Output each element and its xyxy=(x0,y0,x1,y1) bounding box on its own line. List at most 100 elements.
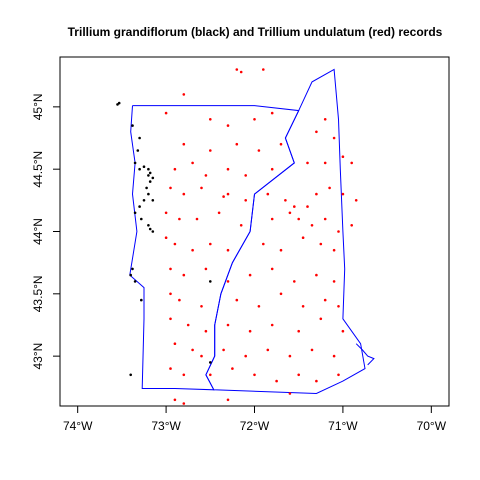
chart-title: Trillium grandiflorum (black) and Trilli… xyxy=(68,25,443,39)
record-point xyxy=(235,142,239,146)
record-point xyxy=(209,149,212,152)
record-point xyxy=(182,192,186,196)
record-point xyxy=(131,124,134,127)
x-axis: 74°W 73°W 72°W 71°W 70°W xyxy=(63,406,447,433)
record-point xyxy=(164,111,168,115)
record-point xyxy=(244,199,247,202)
record-point xyxy=(288,211,292,215)
record-point xyxy=(306,161,309,165)
y-tick-label: 44.5°N xyxy=(31,151,45,188)
record-point xyxy=(191,348,194,352)
record-point xyxy=(182,142,186,146)
new-hampshire-outline xyxy=(205,68,366,395)
plot-frame xyxy=(59,56,450,407)
record-point xyxy=(226,167,230,171)
record-point xyxy=(235,68,239,71)
record-point xyxy=(138,205,141,208)
record-point xyxy=(222,348,225,352)
record-point xyxy=(148,227,152,231)
record-points xyxy=(116,68,358,405)
record-point xyxy=(117,101,121,105)
record-point xyxy=(262,242,265,246)
record-point xyxy=(288,392,292,395)
record-point xyxy=(270,267,274,271)
record-point xyxy=(169,267,172,271)
record-point xyxy=(253,373,256,377)
record-point xyxy=(297,329,301,333)
record-point xyxy=(226,280,230,283)
record-point xyxy=(253,118,256,121)
record-point xyxy=(129,273,132,277)
record-point xyxy=(164,236,168,239)
record-point xyxy=(337,373,340,377)
record-point xyxy=(323,298,327,302)
record-point xyxy=(200,186,203,190)
record-point xyxy=(200,354,203,358)
record-point xyxy=(173,398,177,402)
series-red xyxy=(164,68,358,405)
record-point xyxy=(226,323,230,327)
record-point xyxy=(204,329,208,333)
record-point xyxy=(310,224,314,227)
record-point xyxy=(341,329,345,333)
record-point xyxy=(195,217,199,221)
y-tick-label: 43.5°N xyxy=(31,275,45,312)
record-point xyxy=(142,165,146,168)
record-point xyxy=(270,167,274,171)
record-point xyxy=(239,224,243,227)
record-point xyxy=(328,186,331,190)
record-point xyxy=(151,176,155,180)
record-point xyxy=(142,199,146,202)
series-black xyxy=(116,101,212,377)
record-point xyxy=(191,161,194,165)
record-point xyxy=(169,367,172,370)
record-point xyxy=(182,93,186,96)
y-tick-label: 45°N xyxy=(31,93,45,120)
x-tick-label: 70°W xyxy=(417,419,447,433)
record-point xyxy=(297,373,301,377)
record-point xyxy=(147,167,150,171)
record-point xyxy=(266,348,270,352)
record-point xyxy=(182,273,186,277)
record-point xyxy=(248,273,252,277)
record-point xyxy=(310,348,314,352)
record-point xyxy=(209,361,212,364)
record-point xyxy=(319,242,323,246)
record-point xyxy=(306,205,309,208)
record-point xyxy=(148,171,152,175)
record-point xyxy=(350,161,354,165)
record-point xyxy=(131,267,134,271)
x-tick-label: 73°W xyxy=(151,419,181,433)
record-point xyxy=(293,205,296,208)
record-point xyxy=(301,236,305,239)
record-point xyxy=(204,174,208,177)
record-point xyxy=(140,298,143,302)
x-tick-label: 72°W xyxy=(240,419,270,433)
record-point xyxy=(182,402,186,405)
record-point xyxy=(145,186,148,190)
record-point xyxy=(178,217,181,221)
record-point xyxy=(279,248,283,252)
record-point xyxy=(191,248,194,252)
record-point xyxy=(209,280,212,283)
record-point xyxy=(354,199,358,202)
record-point xyxy=(337,305,340,308)
record-point xyxy=(257,149,261,152)
record-point xyxy=(315,192,318,196)
record-point xyxy=(182,373,186,377)
record-point xyxy=(140,217,143,221)
record-point xyxy=(204,267,208,271)
record-point xyxy=(151,230,155,233)
record-point xyxy=(279,142,283,146)
nh-seacoast-bay xyxy=(355,343,375,366)
record-point xyxy=(147,192,150,196)
record-point xyxy=(200,305,203,308)
record-point xyxy=(147,224,150,227)
record-point xyxy=(169,317,172,321)
record-point xyxy=(148,180,152,183)
record-point xyxy=(262,68,265,71)
record-point xyxy=(164,211,168,215)
record-point xyxy=(173,342,177,346)
